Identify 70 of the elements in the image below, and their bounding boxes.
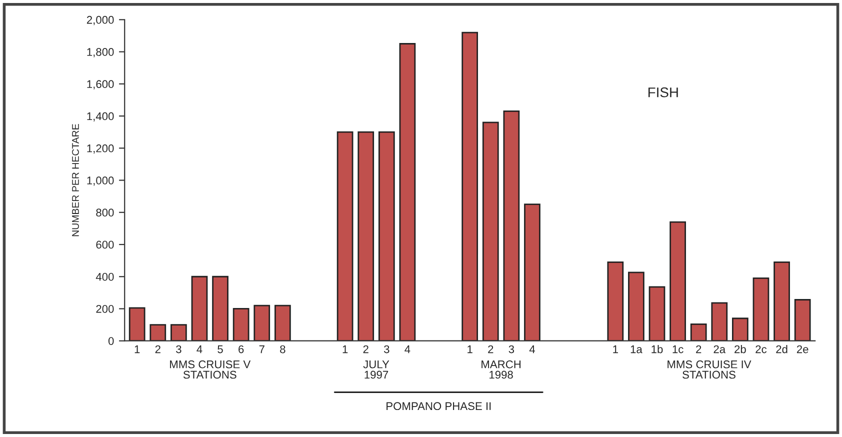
y-tick-label: 1,400 (87, 112, 114, 122)
x-tick-label: 1b (652, 345, 663, 354)
x-tick-label: 2b (734, 345, 746, 354)
bar (607, 261, 624, 341)
bar (150, 324, 166, 341)
y-tick-label: 1,600 (87, 80, 114, 90)
bar (628, 272, 644, 341)
bar (482, 122, 499, 341)
bar (503, 110, 520, 341)
text: POMPANO PHASE II (386, 402, 491, 410)
bar (254, 304, 270, 341)
y-tick-label: 800 (96, 208, 114, 217)
text: MMS CRUISE V STATIONS (170, 360, 251, 379)
bar (690, 323, 707, 341)
bar (358, 131, 374, 341)
bar (212, 276, 228, 341)
bar (191, 276, 208, 341)
bar (711, 302, 728, 341)
x-tick-label: 2 (363, 345, 368, 354)
annotation: FISH (648, 87, 678, 98)
bar (336, 131, 354, 341)
bar (774, 261, 790, 341)
x-tick-label: 2c (756, 345, 767, 354)
text: MARCH 1998 (482, 360, 520, 379)
y-tick-label: 1,200 (87, 144, 114, 154)
bar (732, 318, 748, 341)
bar (170, 324, 187, 341)
bar (128, 307, 146, 341)
x-tick-label: 3 (176, 345, 182, 354)
x-tick-label: 2e (796, 345, 808, 354)
x-tick-label: 3 (384, 345, 390, 354)
x-tick-label: 2a (714, 345, 726, 354)
bar (274, 304, 291, 341)
bar (670, 221, 686, 341)
x-tick-label: 2d (776, 345, 788, 354)
x-tick-label: 4 (196, 345, 202, 354)
x-tick-label: 3 (508, 345, 514, 354)
bar (462, 32, 478, 341)
x-tick-label: 1a (630, 345, 642, 354)
x-tick-label: 1c (672, 345, 684, 354)
x-tick-label: 4 (404, 345, 410, 354)
x-tick-label: 1 (468, 345, 472, 354)
x-tick-label: 5 (218, 345, 223, 354)
bar (524, 204, 540, 341)
y-tick-label: 0 (108, 337, 114, 345)
x-tick-label: 1 (613, 345, 618, 354)
bar (794, 299, 811, 341)
y-tick-label: 200 (96, 305, 114, 313)
x-tick-label: 2 (488, 345, 494, 354)
bar (648, 286, 666, 341)
x-tick-label: 1 (342, 345, 348, 354)
text: MMS CRUISE IV STATIONS (668, 360, 752, 379)
y-tick-label: 1,800 (87, 48, 114, 58)
y-tick-label: 400 (96, 272, 114, 281)
y-tick-label: 600 (96, 240, 114, 249)
x-tick-label: 7 (259, 345, 264, 354)
text: JULY 1997 (363, 360, 390, 379)
x-tick-label: 2 (155, 345, 160, 354)
x-tick-label: 1 (134, 345, 140, 354)
bar (752, 278, 770, 341)
y-tick-label: 1,000 (87, 176, 114, 186)
y-tick-label: 2,000 (86, 16, 114, 26)
x-tick-label: 4 (529, 345, 535, 354)
x-tick-label: 2 (696, 345, 702, 354)
bar (232, 308, 250, 341)
x-tick-label: 6 (238, 345, 244, 354)
bar (378, 131, 395, 341)
bar (399, 43, 416, 341)
x-tick-label: 8 (280, 345, 286, 354)
y-axis-title: NUMBER PER HECTARE (72, 124, 79, 236)
